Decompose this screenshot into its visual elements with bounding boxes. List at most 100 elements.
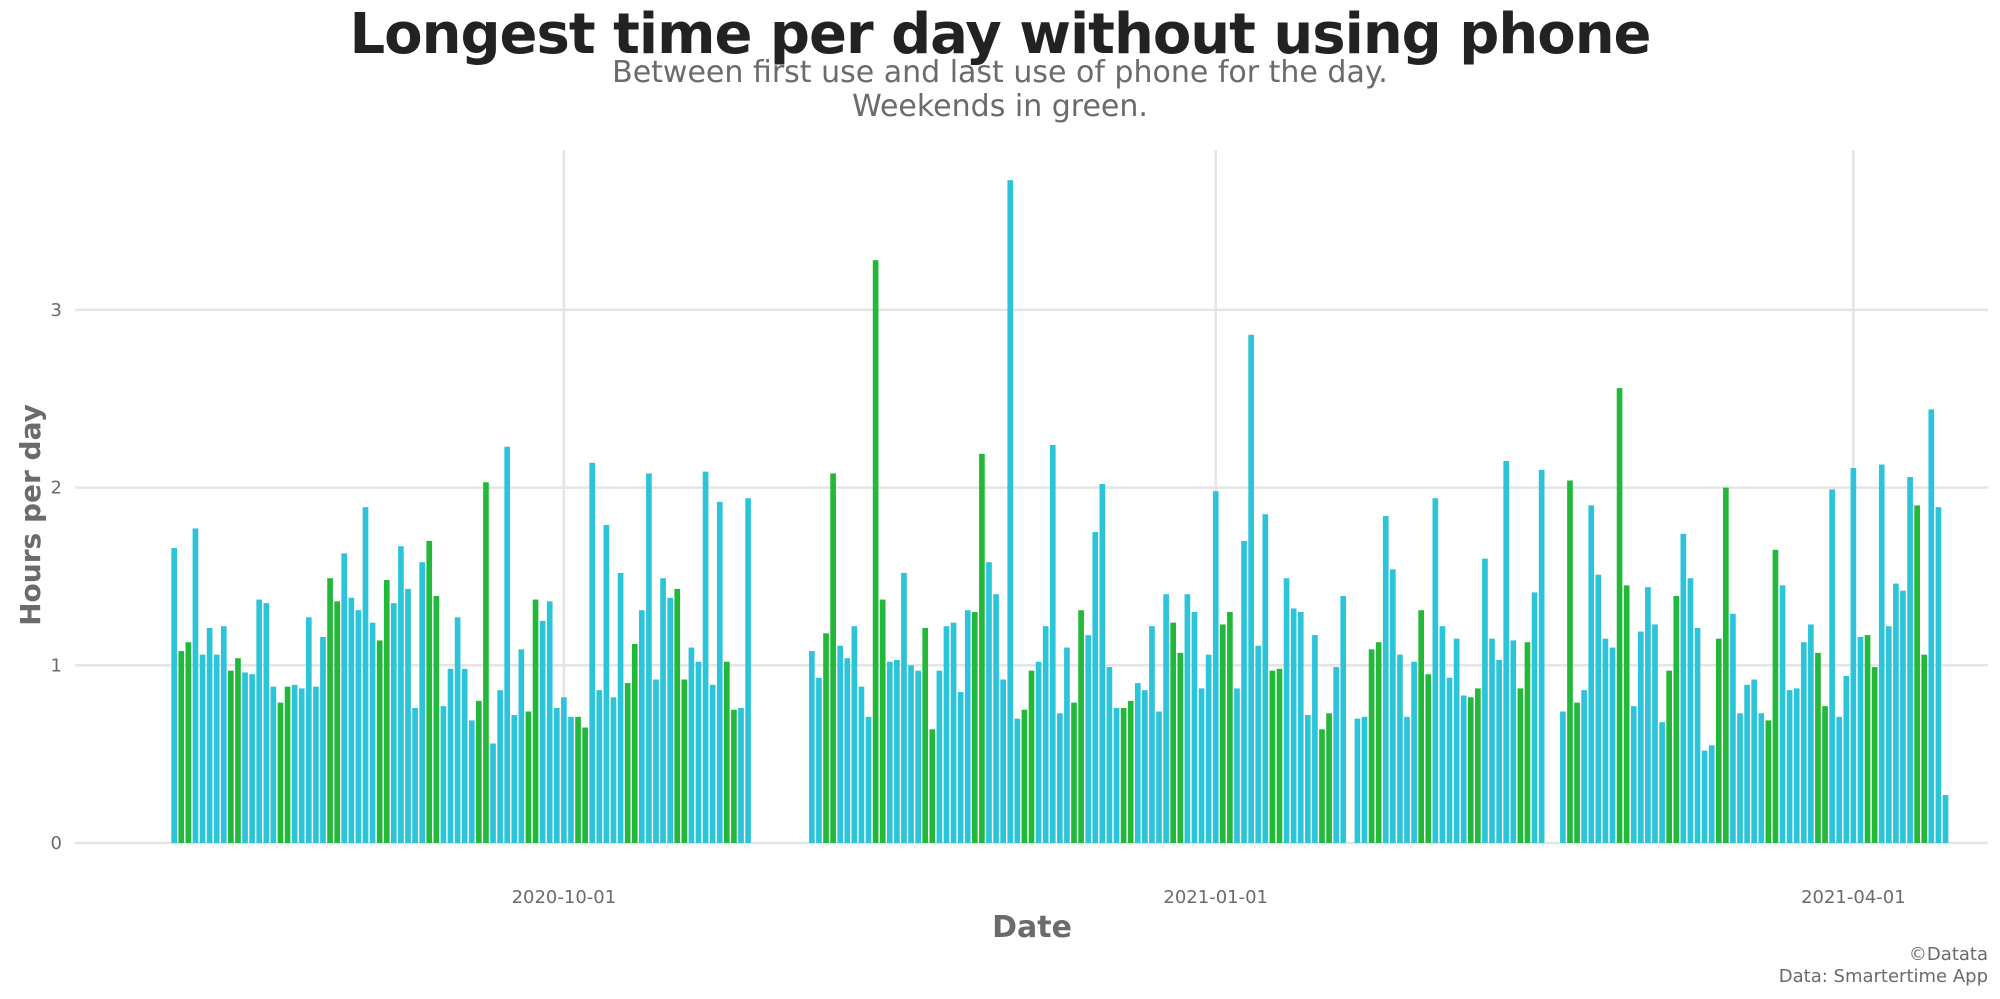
weekday-bar <box>561 697 567 843</box>
weekend-bar <box>979 453 985 843</box>
x-axis-label: Date <box>992 910 1072 945</box>
weekday-bar <box>908 665 914 843</box>
weekend-bar <box>1177 652 1184 843</box>
data-source-caption: Data: Smartertime App <box>1778 966 1988 987</box>
weekday-bar <box>305 617 312 843</box>
weekday-bar <box>539 620 546 843</box>
weekend-bar <box>1666 670 1672 843</box>
chart-subtitle-line2: Weekends in green. <box>852 89 1148 124</box>
weekend-bar <box>483 482 489 843</box>
weekday-bar <box>1730 613 1736 843</box>
weekend-bar <box>575 716 581 843</box>
weekday-bar <box>1701 750 1708 843</box>
weekday-bar <box>1602 638 1609 843</box>
weekday-bar <box>653 679 659 843</box>
weekday-bar <box>1446 677 1453 843</box>
weekday-bar <box>1482 558 1488 843</box>
weekday-bar <box>1630 706 1637 843</box>
weekday-bar <box>220 626 227 843</box>
weekday-bar <box>412 707 418 843</box>
weekday-bar <box>1085 635 1092 843</box>
weekday-bar <box>1304 715 1311 843</box>
weekday-bar <box>320 636 326 843</box>
weekday-bar <box>1099 484 1106 843</box>
weekend-bar <box>1021 709 1028 843</box>
weekday-bar <box>199 654 206 843</box>
weekend-bar <box>1517 688 1524 843</box>
weekend-bar <box>277 702 284 843</box>
weekday-bar <box>1885 626 1892 843</box>
weekday-bar <box>1092 532 1099 843</box>
weekday-bar <box>1800 642 1807 843</box>
weekend-bar <box>1368 649 1375 843</box>
weekday-bar <box>1035 661 1042 843</box>
weekday-bar <box>1156 711 1162 843</box>
weekday-bar <box>1340 596 1347 843</box>
weekday-bar <box>986 562 992 843</box>
weekend-bar <box>532 599 539 843</box>
weekday-bar <box>1390 569 1396 843</box>
weekend-bar <box>1815 652 1821 843</box>
weekday-bar <box>1857 636 1864 843</box>
weekday-bar <box>809 651 815 843</box>
weekday-bar <box>1893 583 1899 843</box>
weekend-bar <box>1078 610 1084 843</box>
weekday-bar <box>646 473 652 843</box>
weekday-bar <box>816 677 822 843</box>
weekday-bar <box>1014 718 1021 843</box>
weekend-bar <box>1723 487 1729 843</box>
weekday-bar <box>270 686 277 843</box>
weekday-bar <box>405 588 411 843</box>
weekday-bar <box>461 668 468 843</box>
weekday-bar <box>546 601 553 843</box>
weekday-bar <box>1241 540 1247 843</box>
weekday-bar <box>256 599 263 843</box>
weekend-bar <box>1567 480 1573 843</box>
weekday-bar <box>511 715 518 843</box>
weekday-bar <box>1333 667 1339 843</box>
weekend-bar <box>1375 642 1382 843</box>
weekday-bar <box>568 716 574 843</box>
weekday-bar <box>1751 679 1758 843</box>
weekday-bar <box>716 501 723 843</box>
weekend-bar <box>1673 596 1680 843</box>
weekday-bar <box>1680 533 1687 843</box>
weekday-bar <box>695 661 702 843</box>
weekend-bar <box>879 599 886 843</box>
weekday-bar <box>738 707 744 843</box>
weekend-bar <box>525 711 532 843</box>
weekday-bar <box>660 578 666 843</box>
y-tick-label: 1 <box>51 655 62 676</box>
weekday-bar <box>964 610 971 843</box>
weekend-bar <box>1219 624 1226 843</box>
weekday-bar <box>497 690 503 843</box>
weekend-bar <box>334 601 340 843</box>
weekend-bar <box>1921 654 1928 843</box>
weekday-bar <box>1312 635 1318 843</box>
weekday-bar <box>263 603 270 843</box>
weekday-bar <box>943 626 950 843</box>
weekday-bar <box>589 462 596 843</box>
weekday-bar <box>1489 638 1495 843</box>
weekday-bar <box>851 626 858 843</box>
weekday-bar <box>1609 647 1616 843</box>
weekend-bar <box>681 679 688 843</box>
weekend-bar <box>929 729 936 843</box>
weekday-bar <box>553 707 560 843</box>
y-axis-ticks: 0 1 2 3 <box>51 300 62 854</box>
weekday-bar <box>886 661 893 843</box>
weekday-bar <box>249 674 255 843</box>
weekday-bar <box>1205 654 1212 843</box>
weekday-bar <box>603 524 610 843</box>
weekday-bar <box>1007 180 1014 843</box>
weekend-bar <box>1475 688 1481 843</box>
weekday-bar <box>1290 608 1297 843</box>
weekday-bar <box>1134 683 1141 843</box>
weekday-bar <box>348 597 355 843</box>
weekend-bar <box>476 700 482 843</box>
weekend-bar <box>624 683 631 843</box>
weekday-bar <box>1404 716 1410 843</box>
weekday-bar <box>369 622 376 843</box>
weekend-bar <box>1765 720 1772 843</box>
weekday-bar <box>206 627 213 843</box>
